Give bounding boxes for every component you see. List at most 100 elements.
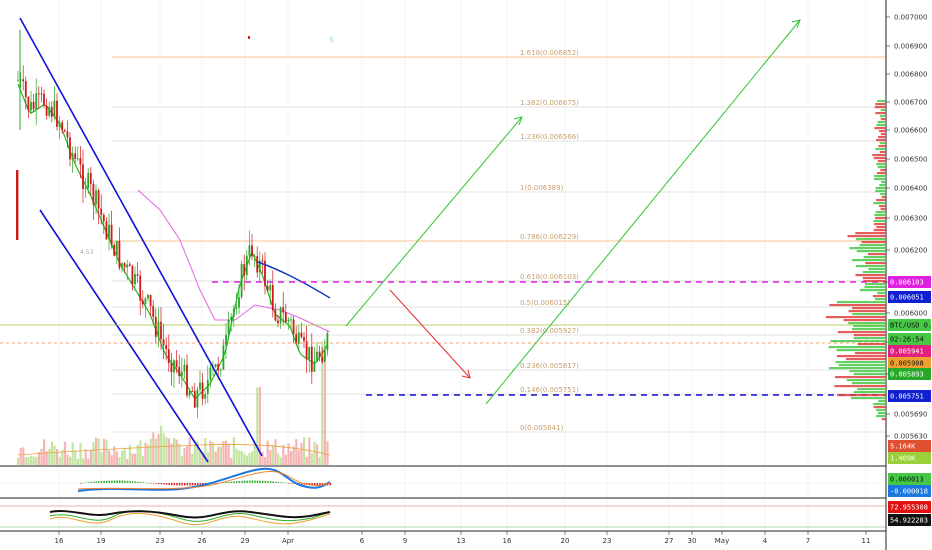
volume-bar	[243, 453, 246, 465]
volume-profile-bar	[881, 181, 886, 184]
candle-body	[48, 106, 51, 116]
volume-profile-bar	[837, 331, 886, 334]
volume-profile-bar	[875, 112, 886, 115]
candle-body	[89, 173, 92, 184]
volume-bar	[303, 437, 306, 465]
macd-histogram-bar	[243, 480, 246, 483]
volume-bar	[110, 455, 113, 465]
volume-profile-bar	[876, 163, 886, 166]
candlesticks	[16, 30, 329, 419]
volume-profile-bar	[877, 160, 886, 163]
fib-level-label: 1.236(0.006566)	[520, 133, 579, 141]
volume-profile-bar	[879, 130, 886, 133]
price-tick-label: 0.006800	[894, 71, 927, 79]
volume-profile-bar	[852, 313, 886, 316]
volume-bar	[230, 458, 233, 465]
volume-bar	[108, 450, 111, 465]
volume-profile	[825, 100, 886, 421]
candle-body	[149, 294, 152, 307]
fib-level-label: 0.5(0.006015)	[520, 299, 570, 307]
volume-profile-bar	[857, 388, 886, 391]
candle-body	[50, 106, 53, 117]
macd-histogram-bar	[116, 480, 118, 483]
volume-profile-bar	[878, 136, 886, 139]
volume-profile-bar	[874, 127, 886, 130]
time-axis[interactable]: 16 19 23 26 29 Apr 6 9 13 16 20 23 27 30 May 4 7 11	[55, 531, 871, 545]
volume-bar	[274, 438, 277, 465]
volume-bar	[258, 386, 261, 465]
macd-histogram-bar	[173, 483, 176, 486]
teal-marker: $	[329, 35, 334, 44]
price-tick-label: 0.005690	[894, 411, 927, 419]
macd-histogram-bar	[181, 483, 183, 486]
fib-level-label: 0.146(0.005751)	[520, 386, 579, 394]
macd-histogram-bar	[186, 483, 189, 486]
volume-profile-bar	[848, 322, 886, 325]
candle-body	[170, 363, 173, 373]
macd-histogram-bar	[249, 480, 251, 483]
macd-histogram-bar	[176, 483, 178, 486]
volume-profile-bar	[863, 256, 886, 259]
volume-profile-bar	[873, 220, 886, 223]
price-badge-label: 54.922283	[890, 517, 928, 525]
volume-profile-bar	[876, 139, 886, 142]
price-badge	[888, 390, 931, 402]
macd-histogram-bar	[293, 483, 295, 484]
candle-body	[274, 310, 277, 321]
volume-profile-bar	[872, 403, 886, 406]
macd-histogram-bar	[90, 481, 92, 483]
price-badge	[888, 452, 931, 464]
price-badge-label: 1.409K	[890, 455, 916, 463]
volume-profile-bar	[846, 379, 886, 382]
candle-body	[56, 100, 58, 127]
volume-bar	[66, 454, 69, 465]
volume-profile-bar	[828, 346, 886, 349]
volume-bar	[297, 450, 300, 465]
volume-bar	[279, 457, 282, 465]
macd-histogram-bar	[280, 482, 282, 483]
price-badge-label: 02:26:54	[890, 336, 924, 344]
volume-bar	[238, 450, 241, 465]
price-tick-label: 0.006600	[894, 127, 927, 135]
volume-bar	[284, 454, 287, 465]
macd-histogram-bar	[275, 481, 277, 483]
volume-profile-bar	[876, 172, 886, 175]
volume-profile-bar	[877, 292, 886, 295]
volume-bar	[82, 458, 85, 465]
volume-profile-bar	[830, 340, 886, 343]
moving-average-pink-line	[137, 189, 331, 333]
macd-histogram-bar	[246, 480, 248, 483]
candle-body	[71, 153, 74, 160]
candle-body	[269, 285, 272, 291]
macd-histogram-bar	[301, 483, 303, 485]
candle-body	[225, 334, 227, 346]
volume-profile-bar	[875, 217, 886, 220]
volume-profile-bar	[862, 277, 886, 280]
time-tick-label: 9	[403, 537, 407, 545]
time-tick-label: 27	[665, 537, 674, 545]
volume-profile-bar	[880, 109, 886, 112]
volume-profile-bar	[875, 190, 886, 193]
volume-bar	[196, 441, 199, 465]
time-tick-label: 7	[806, 537, 810, 545]
candle-body	[100, 208, 103, 215]
candle-body	[310, 346, 313, 372]
volume-bar	[183, 447, 186, 465]
candle-body	[240, 264, 243, 298]
candle-body	[157, 321, 160, 337]
volume-bar	[128, 445, 131, 465]
volume-profile-bar	[856, 250, 886, 253]
candle-body	[323, 350, 326, 362]
volume-bar	[40, 448, 43, 465]
macd-histogram-bar	[147, 482, 150, 484]
volume-profile-bar	[851, 382, 886, 385]
fib-level-label: 0.618(0.006103)	[520, 273, 579, 281]
candle-body	[66, 131, 69, 138]
volume-profile-bar	[879, 184, 886, 187]
price-badge	[888, 319, 931, 331]
candle-body	[264, 260, 266, 287]
volume-bar	[126, 458, 129, 465]
fib-level-label: 0(0.005641)	[520, 424, 564, 432]
price-tick-label: 0.005630	[894, 433, 927, 441]
